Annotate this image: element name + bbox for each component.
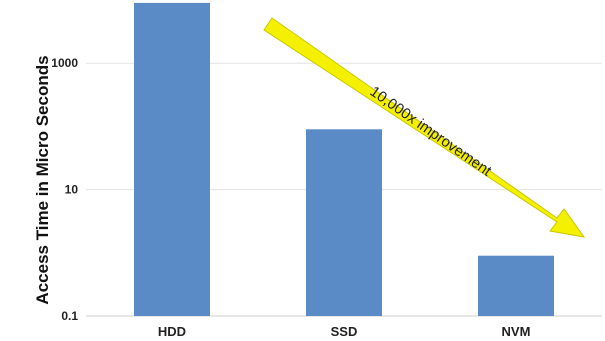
y-tick-label: 0.1 <box>61 309 78 323</box>
y-tick-label: 1000 <box>51 56 78 70</box>
y-axis-title: Access Time in Micro Seconds <box>33 55 52 304</box>
bar-ssd <box>306 129 382 316</box>
x-tick-labels: HDD SSD NVM <box>158 324 531 339</box>
bar-hdd <box>134 2 210 316</box>
bar-nvm <box>478 255 554 316</box>
x-tick-label: HDD <box>158 324 186 339</box>
x-tick-label: SSD <box>331 324 358 339</box>
y-tick-label: 10 <box>65 183 79 197</box>
improvement-label: 10,000x improvement <box>367 83 496 180</box>
x-tick-label: NVM <box>502 324 531 339</box>
arrow-shape <box>263 17 586 238</box>
bars <box>134 2 554 316</box>
y-tick-labels: 0.1 10 1000 <box>51 56 78 323</box>
